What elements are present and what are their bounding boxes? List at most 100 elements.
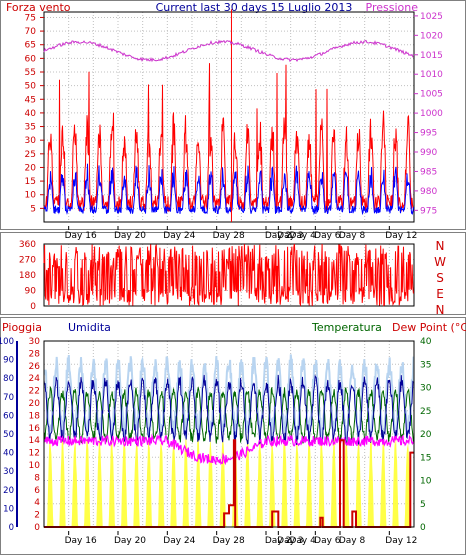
plot-frame bbox=[43, 243, 415, 307]
x-tick-label: Day 8 bbox=[339, 231, 366, 241]
rain-tick-label: 22 bbox=[29, 387, 40, 397]
rain-tick-label: 6 bbox=[34, 486, 40, 496]
pressure-tick-label: 1005 bbox=[420, 90, 443, 100]
plot-frame bbox=[43, 11, 415, 223]
x-tick-label: Day 20 bbox=[114, 536, 146, 546]
compass-letter: N bbox=[436, 303, 445, 317]
temperature-axis-label: Temperatura bbox=[311, 321, 382, 334]
wind-tick-label: 30 bbox=[25, 136, 37, 146]
x-tick-label: Day 6 bbox=[314, 536, 341, 546]
wind-direction-line bbox=[43, 243, 414, 307]
temp-tick-label: 10 bbox=[420, 477, 432, 487]
humidity-tick-label: 70 bbox=[3, 393, 14, 403]
humidity-tick-label: 100 bbox=[0, 337, 14, 347]
x-tick-label: Day 3 bbox=[277, 231, 303, 241]
compass-letter: W bbox=[434, 255, 446, 269]
x-tick-label: Day 12 bbox=[385, 231, 417, 241]
pressure-axis-label: Pressione bbox=[366, 1, 419, 14]
wind-tick-label: 70 bbox=[25, 27, 37, 37]
direction-tick-label: 0 bbox=[30, 302, 36, 312]
rain-tick-label: 18 bbox=[29, 411, 41, 421]
wind-tick-label: 60 bbox=[25, 54, 37, 64]
pressure-tick-label: 1000 bbox=[420, 109, 443, 119]
wind-tick-label: 35 bbox=[25, 123, 36, 133]
humidity-band bbox=[43, 354, 415, 440]
x-tick-label: Day 12 bbox=[385, 536, 417, 546]
temp-tick-label: 30 bbox=[420, 384, 432, 394]
pressure-tick-label: 995 bbox=[420, 129, 437, 139]
pressure-tick-label: 975 bbox=[420, 206, 437, 216]
direction-tick-label: 90 bbox=[25, 287, 37, 297]
temp-tick-label: 15 bbox=[420, 453, 431, 463]
panel-rain-humidity-temp: 3028262422201816141210864201009080706050… bbox=[0, 337, 432, 546]
rain-tick-label: 20 bbox=[29, 399, 41, 409]
compass-letter: E bbox=[436, 287, 444, 301]
direction-tick-label: 360 bbox=[19, 240, 36, 250]
rain-tick-label: 24 bbox=[29, 374, 41, 384]
wind-tick-label: 20 bbox=[25, 163, 37, 173]
pressure-tick-label: 990 bbox=[420, 148, 437, 158]
panel-wind-pressure: 75 70 65 60 55 50 45 40 35 30 25 20 15 10 5 1025 1020 101… bbox=[25, 9, 443, 241]
rain-tick-label: 10 bbox=[29, 461, 41, 471]
wind-tick-label: 40 bbox=[25, 109, 37, 119]
temp-tick-label: 35 bbox=[420, 360, 431, 370]
humidity-line bbox=[43, 374, 414, 446]
pressure-tick-label: 985 bbox=[420, 167, 437, 177]
x-tick-label: Day 4 bbox=[289, 536, 316, 546]
humidity-tick-label: 80 bbox=[3, 374, 14, 384]
pressure-tick-label: 1015 bbox=[420, 51, 443, 61]
wind-tick-label: 5 bbox=[30, 204, 36, 214]
rain-tick-label: 8 bbox=[34, 473, 40, 483]
compass-letter: S bbox=[436, 271, 444, 285]
x-tick-label: Day 6 bbox=[314, 231, 341, 241]
x-tick-label: Day 8 bbox=[339, 536, 366, 546]
humidity-tick-label: 30 bbox=[3, 467, 14, 477]
x-tick-label: Day 24 bbox=[163, 231, 195, 241]
temp-tick-label: 25 bbox=[420, 407, 431, 417]
x-tick-label: Day 28 bbox=[213, 231, 245, 241]
x-tick-label: Day 20 bbox=[114, 231, 146, 241]
rain-line bbox=[44, 439, 414, 528]
pressure-tick-label: 980 bbox=[420, 187, 437, 197]
pressure-line bbox=[43, 39, 414, 63]
x-tick-label: Day 16 bbox=[65, 231, 97, 241]
humidity-tick-label: 0 bbox=[9, 523, 14, 533]
humidity-axis-label: Umidita bbox=[68, 321, 111, 334]
rain-tick-label: 0 bbox=[34, 523, 40, 533]
pressure-tick-label: 1020 bbox=[420, 31, 443, 41]
rain-tick-label: 28 bbox=[29, 349, 41, 359]
temp-tick-label: 20 bbox=[420, 430, 432, 440]
humidity-tick-label: 50 bbox=[3, 430, 14, 440]
rain-tick-label: 30 bbox=[29, 337, 41, 347]
temp-tick-label: 0 bbox=[420, 523, 426, 533]
x-tick-label: Day 4 bbox=[289, 231, 316, 241]
x-tick-label: Day 28 bbox=[213, 536, 245, 546]
wind-tick-label: 25 bbox=[25, 150, 36, 160]
x-tick-label: Day 3 bbox=[277, 536, 303, 546]
rain-tick-label: 16 bbox=[29, 424, 41, 434]
rain-tick-label: 12 bbox=[29, 449, 40, 459]
wind-tick-label: 65 bbox=[25, 41, 36, 51]
wind-tick-label: 50 bbox=[25, 82, 37, 92]
dewpoint-line bbox=[43, 433, 414, 466]
plot-frame bbox=[43, 340, 415, 528]
dewpoint-axis-label: Dew Point (°C) bbox=[392, 321, 466, 334]
rain-axis-label: Pioggia bbox=[2, 321, 42, 334]
direction-tick-label: 270 bbox=[19, 256, 36, 266]
rain-tick-label: 4 bbox=[34, 498, 40, 508]
humidity-tick-label: 90 bbox=[3, 356, 14, 366]
humidity-tick-label: 20 bbox=[3, 486, 14, 496]
wind-tick-label: 55 bbox=[25, 68, 36, 78]
humidity-tick-label: 60 bbox=[3, 411, 14, 421]
x-tick-label: Day 2 bbox=[265, 231, 291, 241]
wind-tick-label: 45 bbox=[25, 95, 36, 105]
humidity-tick-label: 40 bbox=[3, 449, 14, 459]
wind-speed-line bbox=[43, 163, 414, 216]
wind-tick-label: 75 bbox=[25, 13, 36, 23]
temp-tick-label: 40 bbox=[420, 337, 432, 347]
wind-tick-label: 10 bbox=[25, 191, 37, 201]
rain-tick-label: 26 bbox=[29, 362, 41, 372]
x-tick-label: Day 24 bbox=[163, 536, 195, 546]
wind-gust-line bbox=[43, 63, 414, 213]
